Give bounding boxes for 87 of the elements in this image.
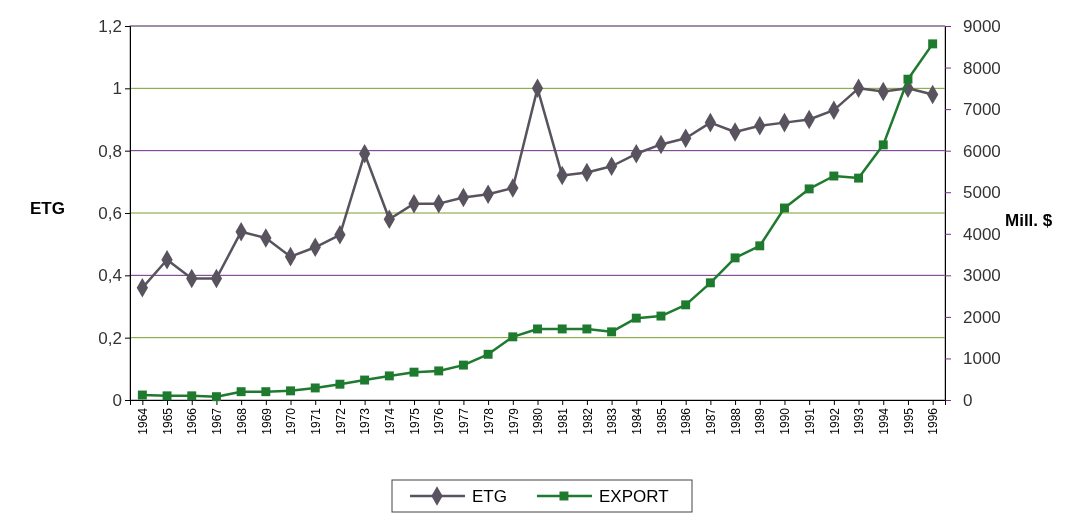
x-tick-label: 1976: [432, 407, 447, 435]
y2-tick-label: 3000: [963, 266, 1001, 286]
x-tick-label: 1964: [136, 407, 151, 435]
point: [533, 324, 542, 334]
point: [804, 184, 814, 194]
point: [409, 367, 419, 377]
point: [878, 140, 888, 150]
x-tick-label: 1982: [580, 407, 595, 435]
y2-tick-label: 1000: [963, 349, 1001, 369]
x-tick-label: 1968: [234, 407, 249, 435]
x-tick-label: 1991: [802, 407, 817, 435]
y2-tick-label: 0: [963, 390, 973, 410]
point: [730, 253, 740, 263]
x-tick-label: 1978: [481, 407, 496, 435]
point: [236, 387, 246, 397]
x-tick-label: 1973: [358, 407, 373, 435]
y-tick-label: 1: [112, 79, 122, 99]
x-tick-label: 1980: [531, 407, 546, 435]
x-tick-label: 1972: [333, 407, 348, 435]
point: [261, 387, 271, 397]
x-tick-label: 1983: [605, 407, 620, 435]
point: [607, 327, 617, 337]
x-tick-label: 1985: [654, 407, 669, 435]
point: [903, 74, 913, 84]
legend-label: EXPORT: [598, 487, 669, 506]
y-tick-label: 1,2: [98, 16, 122, 36]
y2-tick-label: 9000: [963, 16, 1001, 36]
y-tick-label: 0,8: [98, 141, 122, 161]
point: [458, 360, 468, 370]
x-tick-label: 1995: [901, 407, 916, 435]
x-tick-label: 1989: [753, 407, 768, 435]
y-tick-label: 0: [112, 390, 122, 410]
x-tick-label: 1977: [457, 407, 472, 435]
x-tick-label: 1970: [284, 407, 299, 435]
x-tick-label: 1988: [728, 407, 743, 435]
point: [286, 386, 295, 396]
point: [187, 391, 197, 401]
point: [483, 349, 493, 359]
point: [755, 241, 765, 251]
x-tick-label: 1992: [827, 407, 842, 435]
x-tick-label: 1994: [876, 407, 891, 435]
x-tick-label: 1996: [926, 407, 941, 435]
legend-label: ETG: [472, 487, 507, 506]
point: [310, 383, 320, 393]
point: [656, 311, 666, 321]
point: [137, 390, 147, 400]
point: [829, 171, 839, 181]
y2-tick-label: 2000: [963, 307, 1001, 327]
y2-tick-label: 8000: [963, 58, 1001, 78]
point: [360, 375, 370, 385]
x-tick-label: 1990: [778, 407, 793, 435]
x-tick-label: 1984: [629, 407, 644, 435]
x-tick-label: 1981: [555, 407, 570, 435]
point: [434, 366, 444, 376]
point: [557, 324, 567, 334]
point: [631, 313, 641, 323]
x-tick-label: 1966: [185, 407, 200, 435]
point: [508, 332, 518, 342]
point: [582, 324, 592, 334]
y-tick-label: 0,2: [98, 328, 122, 348]
point: [705, 278, 715, 288]
y2-tick-label: 6000: [963, 141, 1001, 161]
x-tick-label: 1971: [308, 407, 323, 435]
x-tick-label: 1979: [506, 407, 521, 435]
x-tick-label: 1967: [210, 407, 225, 435]
y-axis-title: ETG: [30, 199, 65, 218]
point: [780, 203, 789, 213]
y2-tick-label: 7000: [963, 100, 1001, 120]
x-tick-label: 1975: [407, 407, 422, 435]
y-tick-label: 0,4: [98, 266, 122, 286]
x-tick-label: 1986: [679, 407, 694, 435]
point: [211, 392, 221, 402]
point: [335, 379, 345, 389]
point: [854, 173, 864, 183]
y2-axis-title: Mill. $: [1005, 211, 1053, 230]
point: [384, 371, 394, 381]
x-tick-label: 1969: [259, 407, 274, 435]
point: [681, 300, 691, 310]
x-tick-label: 1974: [383, 407, 398, 435]
x-tick-label: 1993: [852, 407, 867, 435]
y2-tick-label: 5000: [963, 183, 1001, 203]
point: [928, 39, 938, 49]
point: [162, 391, 172, 401]
x-tick-label: 1987: [704, 407, 719, 435]
y-tick-label: 0,6: [98, 203, 122, 223]
y2-tick-label: 4000: [963, 224, 1001, 244]
x-tick-label: 1965: [160, 407, 175, 435]
